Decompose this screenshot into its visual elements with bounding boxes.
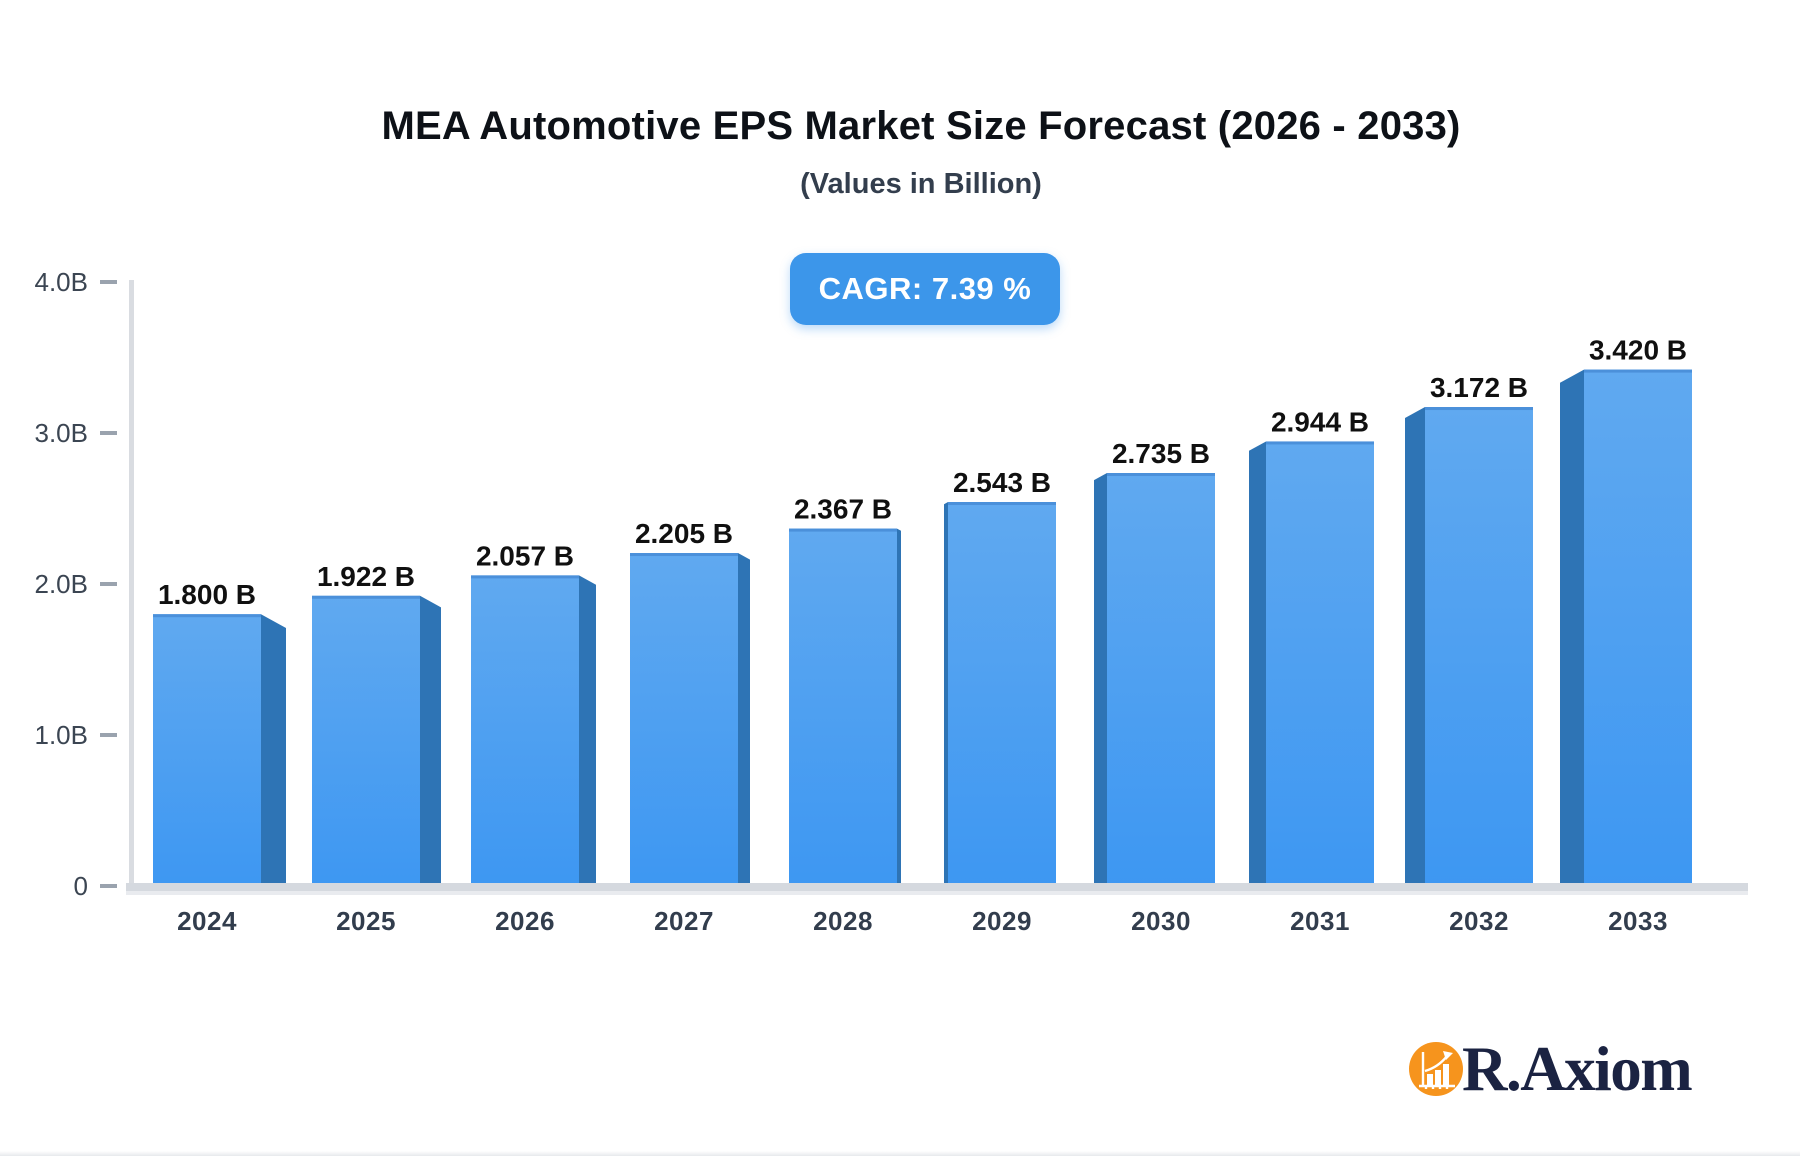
y-tick-dash — [100, 431, 117, 435]
bar — [1266, 441, 1374, 889]
bar — [1107, 473, 1215, 889]
y-tick-label: 1.0B — [35, 720, 89, 750]
bar-value-label: 3.172 B — [1430, 372, 1528, 403]
bar-top-edge — [630, 553, 738, 557]
bar-chart-growth-icon — [1409, 1042, 1463, 1096]
y-tick-label: 0 — [74, 871, 88, 901]
bar — [153, 614, 261, 889]
bar-side-face — [738, 553, 750, 889]
bar-side-face — [944, 502, 948, 889]
bar-top-edge — [312, 595, 420, 599]
bar — [1584, 369, 1692, 890]
y-tick-label: 3.0B — [35, 418, 89, 448]
x-axis-year-label: 2033 — [1608, 906, 1668, 936]
x-axis-year-label: 2030 — [1131, 906, 1191, 936]
x-axis-year-label: 2029 — [972, 906, 1032, 936]
brand-logo: R.Axiom — [1408, 1033, 1693, 1104]
bar — [1425, 407, 1533, 889]
chart-title: MEA Automotive EPS Market Size Forecast … — [381, 104, 1461, 148]
bar-side-face — [1560, 369, 1584, 890]
cagr-badge-label: CAGR: 7.39 % — [818, 271, 1032, 306]
y-tick-dash — [100, 884, 117, 888]
bar-value-label: 3.420 B — [1589, 335, 1687, 366]
bar — [312, 595, 420, 889]
bar-side-face — [1405, 407, 1425, 889]
bar-top-edge — [1266, 441, 1374, 445]
bar-top-edge — [153, 614, 261, 618]
bar-top-edge — [948, 502, 1056, 506]
bar-side-face — [579, 575, 596, 889]
bar-side-face — [420, 595, 441, 889]
y-tick-dash — [100, 280, 117, 284]
brand-name: R.Axiom — [1462, 1033, 1693, 1104]
bar — [789, 528, 897, 889]
x-axis-year-label: 2025 — [336, 906, 396, 936]
bar-top-edge — [789, 528, 897, 532]
bar-value-label: 2.944 B — [1271, 406, 1369, 437]
bar-value-label: 2.205 B — [635, 518, 733, 549]
bar-value-label: 2.057 B — [476, 540, 574, 571]
bar — [630, 553, 738, 889]
x-axis-year-label: 2031 — [1290, 906, 1350, 936]
logo-bars — [1427, 1051, 1453, 1086]
bottom-edge-shadow — [0, 1151, 1800, 1156]
x-axis-year-label: 2027 — [654, 906, 714, 936]
bar-side-face — [1249, 441, 1266, 889]
bar-side-face — [897, 528, 901, 889]
bar-top-edge — [1107, 473, 1215, 477]
bar-value-label: 1.922 B — [317, 561, 415, 592]
bar — [471, 575, 579, 889]
bar-value-label: 1.800 B — [158, 579, 256, 610]
y-tick-label: 2.0B — [35, 569, 89, 599]
x-axis-year-label: 2024 — [177, 906, 237, 936]
logo-circle — [1409, 1042, 1463, 1096]
bar-value-label: 2.367 B — [794, 494, 892, 525]
bar-top-edge — [471, 575, 579, 579]
chart-subtitle: (Values in Billion) — [800, 168, 1042, 200]
x-axis-baseline — [126, 883, 1748, 891]
y-tick-label: 4.0B — [35, 267, 89, 297]
bar-side-face — [1094, 473, 1107, 889]
x-axis-year-label: 2028 — [813, 906, 873, 936]
bar-value-label: 2.543 B — [953, 467, 1051, 498]
bar-value-label: 2.735 B — [1112, 438, 1210, 469]
bar-top-edge — [1425, 407, 1533, 411]
x-axis-year-label: 2026 — [495, 906, 555, 936]
cagr-badge: CAGR: 7.39 % — [790, 253, 1060, 325]
y-axis-line — [129, 280, 134, 891]
bar-side-face — [261, 614, 286, 889]
bar — [948, 502, 1056, 889]
bar-top-edge — [1584, 369, 1692, 373]
y-tick-dash — [100, 733, 117, 737]
x-axis-baseline-shadow — [126, 891, 1748, 895]
y-tick-dash — [100, 582, 117, 586]
x-axis-year-label: 2032 — [1449, 906, 1509, 936]
